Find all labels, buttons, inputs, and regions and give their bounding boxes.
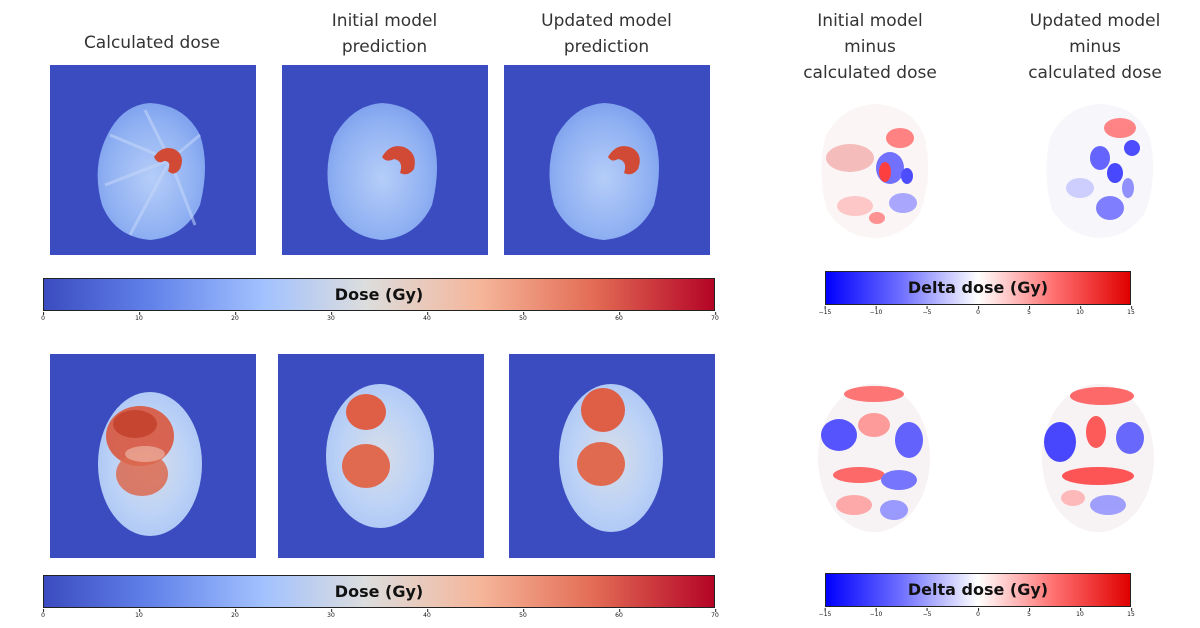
- colorbar-tick-label: −15: [818, 608, 832, 618]
- colorbar-tick-label: 60: [615, 609, 623, 619]
- colorbar-tick-label: 0: [976, 608, 980, 618]
- dose-colorbar-bottom: Dose (Gy): [43, 575, 715, 608]
- delta-colorbar-title: Delta dose (Gy): [907, 580, 1049, 599]
- colorbar-tick-label: 60: [615, 312, 623, 322]
- colorbar-tick-label: 0: [976, 306, 980, 316]
- colorbar-tick-label: 70: [711, 312, 719, 322]
- delta-colorbar-bottom: Delta dose (Gy): [825, 573, 1131, 607]
- dose-panel-updated-top: [504, 65, 710, 255]
- colorbar-tick-label: −5: [922, 608, 932, 618]
- dose-panel-updated-bottom: [509, 354, 715, 558]
- header-initial-minus-calculated: Initial model minus calculated dose: [803, 11, 937, 83]
- dose-panel-calculated-top: [50, 65, 256, 255]
- colorbar-tick-label: 5: [1027, 608, 1031, 618]
- colorbar-tick-label: 70: [711, 609, 719, 619]
- delta-panel-initial-top: [815, 98, 935, 243]
- colorbar-tick-label: 20: [231, 312, 239, 322]
- colorbar-tick-label: 0: [41, 312, 45, 322]
- header-updated-minus-calculated: Updated model minus calculated dose: [1028, 11, 1162, 83]
- colorbar-tick-label: 50: [519, 312, 527, 322]
- colorbar-tick-label: 10: [1076, 608, 1084, 618]
- colorbar-tick-label: 30: [327, 312, 335, 322]
- colorbar-tick-label: 10: [135, 312, 143, 322]
- dose-colorbar-top: Dose (Gy): [43, 278, 715, 311]
- colorbar-tick-label: −10: [869, 306, 883, 316]
- colorbar-tick-label: 15: [1127, 608, 1135, 618]
- colorbar-tick-label: 30: [327, 609, 335, 619]
- dose-colorbar-title: Dose (Gy): [334, 582, 424, 601]
- colorbar-tick-label: −10: [869, 608, 883, 618]
- dose-colorbar-ticks-bottom: 0 10 20 30 40 50 60 70: [41, 609, 719, 626]
- dose-panel-initial-bottom: [278, 354, 484, 558]
- colorbar-tick-label: 15: [1127, 306, 1135, 316]
- colorbar-tick-label: 40: [423, 312, 431, 322]
- colorbar-tick-label: 40: [423, 609, 431, 619]
- delta-panel-updated-bottom: [1038, 380, 1158, 535]
- colorbar-tick-label: 0: [41, 609, 45, 619]
- colorbar-tick-label: 5: [1027, 306, 1031, 316]
- dose-panel-initial-top: [282, 65, 488, 255]
- delta-colorbar-title: Delta dose (Gy): [907, 278, 1049, 297]
- dose-panel-calculated-bottom: [50, 354, 256, 558]
- colorbar-tick-label: 20: [231, 609, 239, 619]
- dose-colorbar-ticks-top: 0 10 20 30 40 50 60 70: [41, 312, 719, 329]
- delta-colorbar-ticks-top: −15 −10 −5 0 5 10 15: [819, 306, 1135, 323]
- delta-panel-initial-bottom: [814, 380, 934, 535]
- delta-panel-updated-top: [1040, 98, 1160, 243]
- colorbar-tick-label: 10: [1076, 306, 1084, 316]
- header-calculated-dose: Calculated dose: [83, 33, 221, 53]
- colorbar-tick-label: −5: [922, 306, 932, 316]
- header-updated-model-prediction: Updated model prediction: [541, 11, 672, 57]
- dose-colorbar-title: Dose (Gy): [334, 285, 424, 304]
- colorbar-tick-label: −15: [818, 306, 832, 316]
- delta-colorbar-ticks-bottom: −15 −10 −5 0 5 10 15: [819, 608, 1135, 625]
- header-initial-model-prediction: Initial model prediction: [331, 11, 438, 57]
- delta-colorbar-top: Delta dose (Gy): [825, 271, 1131, 305]
- colorbar-tick-label: 50: [519, 609, 527, 619]
- colorbar-tick-label: 10: [135, 609, 143, 619]
